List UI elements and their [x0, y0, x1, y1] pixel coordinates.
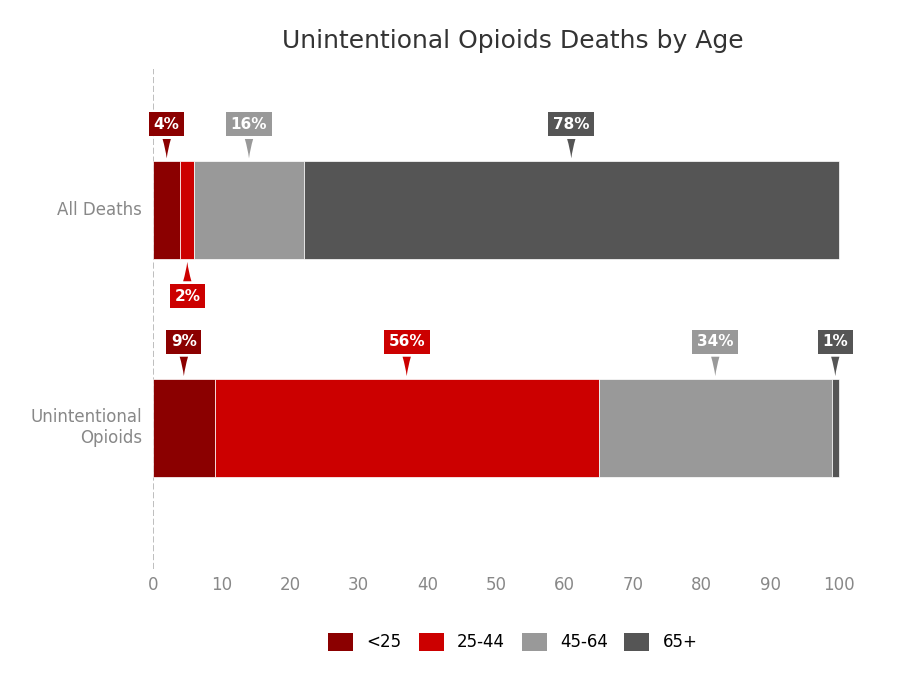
Bar [304, 161, 839, 259]
Bar [180, 161, 194, 259]
Bar [153, 161, 180, 259]
Bar [153, 379, 215, 477]
Bar [832, 379, 839, 477]
Title: Unintentional Opioids Deaths by Age: Unintentional Opioids Deaths by Age [283, 29, 743, 53]
Text: 78%: 78% [553, 117, 590, 158]
Bar [598, 379, 832, 477]
Text: 56%: 56% [389, 334, 425, 376]
Bar [194, 161, 304, 259]
Text: 9%: 9% [171, 334, 197, 376]
Text: 4%: 4% [154, 117, 180, 158]
Text: 1%: 1% [823, 334, 848, 376]
Text: 2%: 2% [175, 262, 201, 304]
Text: 34%: 34% [697, 334, 734, 376]
Legend: <25, 25-44, 45-64, 65+: <25, 25-44, 45-64, 65+ [328, 632, 698, 651]
Text: 16%: 16% [230, 117, 267, 158]
Bar [215, 379, 598, 477]
